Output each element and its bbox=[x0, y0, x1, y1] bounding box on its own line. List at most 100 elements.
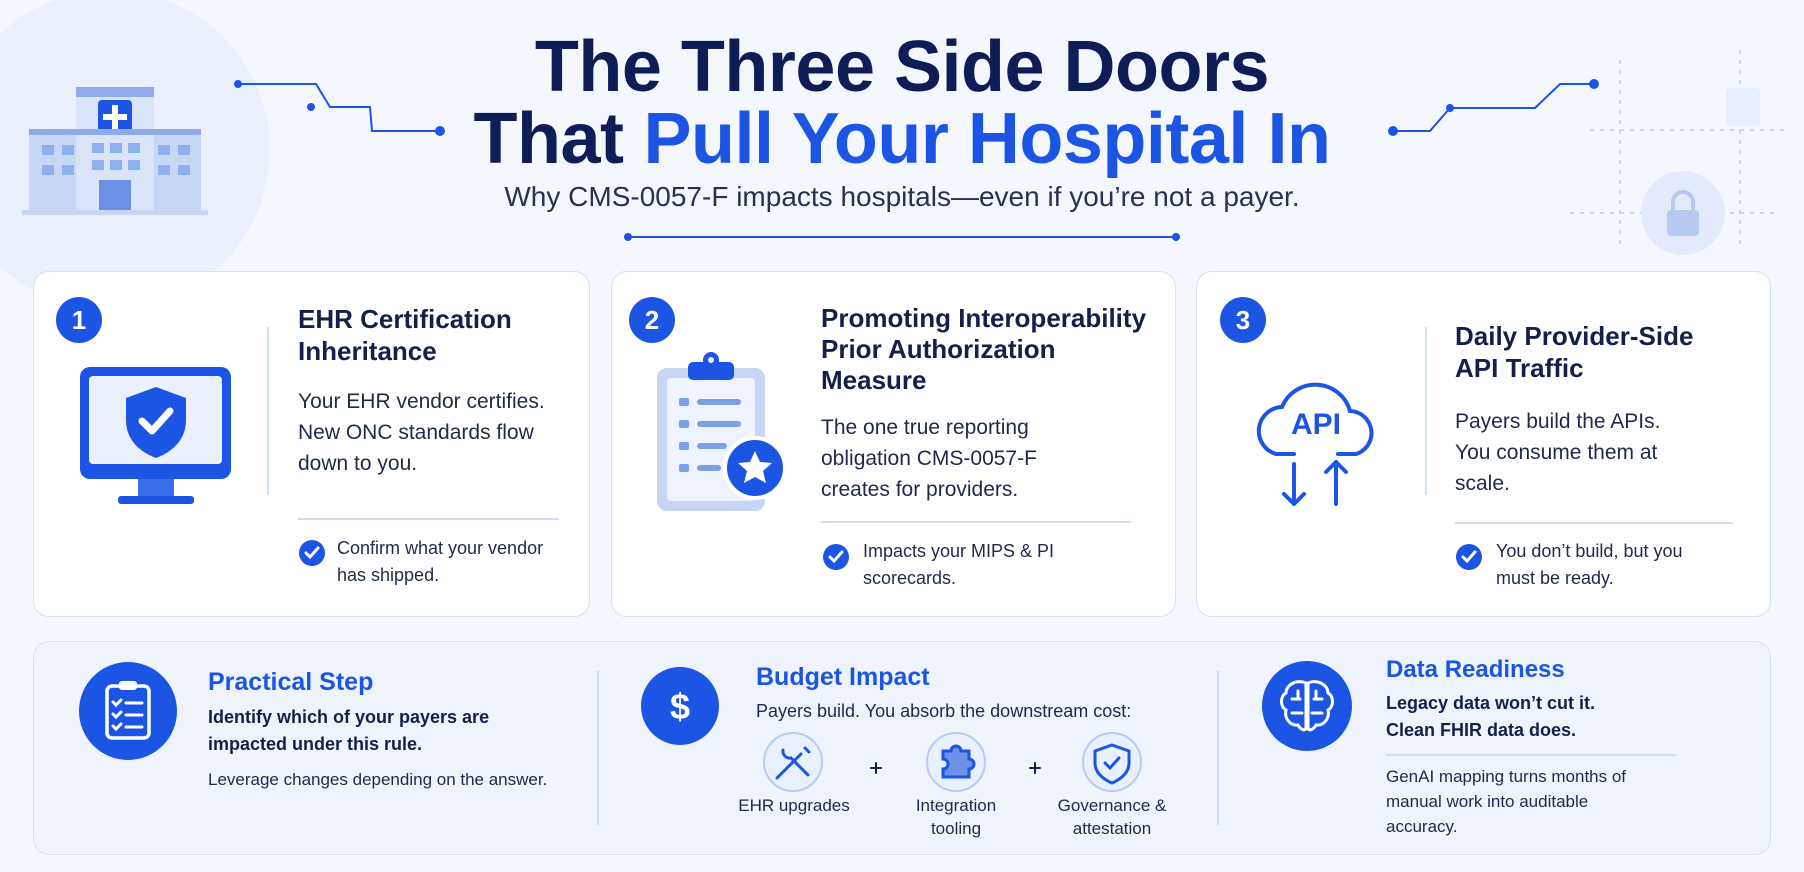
icon-shape bbox=[138, 407, 174, 435]
icon-shape bbox=[738, 451, 772, 483]
icon-shape bbox=[1306, 680, 1334, 732]
title-highlight: Pull Your Hospital In bbox=[643, 99, 1331, 179]
title-line-1: The Three Side Doors bbox=[534, 27, 1270, 107]
budget-item: Governance & attestation bbox=[1037, 794, 1187, 840]
icon-shape bbox=[234, 79, 1599, 241]
icon-shape bbox=[688, 362, 734, 380]
panel-lead: Legacy data won’t cut it. Clean FHIR dat… bbox=[1386, 693, 1596, 740]
icon-shape bbox=[92, 160, 104, 170]
card-number: 1 bbox=[56, 297, 102, 343]
icon-shape bbox=[1393, 83, 1594, 132]
dollar-label: $ bbox=[669, 686, 691, 727]
icon-shape bbox=[1388, 126, 1398, 136]
icon-shape bbox=[1280, 680, 1334, 732]
icon-shape bbox=[624, 233, 632, 241]
icon-shape bbox=[304, 546, 320, 560]
icon-shape bbox=[1667, 210, 1699, 236]
icon-shape bbox=[679, 420, 689, 428]
card-body: The one true reporting obligation CMS-00… bbox=[821, 416, 1037, 501]
icon-shape bbox=[110, 160, 122, 170]
card-note: Impacts your MIPS & PI scorecards. bbox=[863, 541, 1055, 588]
icon-shape bbox=[42, 143, 190, 175]
icon-shape bbox=[1082, 732, 1142, 792]
card-title: Promoting Interoperability Prior Authori… bbox=[821, 303, 1147, 395]
icon-shape bbox=[697, 443, 727, 449]
icon-shape bbox=[1280, 680, 1308, 732]
icon-shape bbox=[679, 442, 689, 450]
icon-shape bbox=[29, 129, 201, 135]
icon-shape bbox=[158, 165, 170, 175]
icon-shape bbox=[238, 83, 440, 132]
budget-icons bbox=[763, 732, 1142, 792]
card-title: Daily Provider-Side API Traffic bbox=[1455, 321, 1694, 383]
icon-shape bbox=[697, 465, 721, 471]
icon-shape bbox=[1172, 233, 1180, 241]
title-lead: That bbox=[473, 99, 624, 179]
panel-lead: Identify which of your payers are impact… bbox=[208, 707, 490, 754]
icon-shape bbox=[1256, 382, 1374, 456]
icon-shape bbox=[42, 145, 54, 155]
divider bbox=[1455, 522, 1733, 524]
card-body: Payers build the APIs. You consume them … bbox=[1455, 410, 1661, 495]
check-icon bbox=[1456, 544, 1482, 570]
icon-shape bbox=[1282, 460, 1348, 506]
icon-shape bbox=[110, 143, 122, 153]
icon-shape bbox=[111, 698, 144, 732]
divider bbox=[1425, 327, 1427, 495]
card-number: 2 bbox=[629, 297, 675, 343]
icon-shape bbox=[178, 165, 190, 175]
check-icon bbox=[299, 540, 325, 566]
icon-shape bbox=[941, 744, 976, 779]
divider bbox=[1386, 754, 1676, 756]
divider bbox=[298, 518, 559, 520]
cloud-icon bbox=[1256, 382, 1374, 506]
icon-shape bbox=[42, 165, 54, 175]
brain-icon bbox=[1262, 661, 1352, 751]
icon-shape bbox=[870, 762, 1041, 774]
icon-shape bbox=[119, 681, 137, 690]
icon-shape bbox=[697, 399, 741, 405]
icon-shape bbox=[1671, 190, 1695, 210]
card-note: You don’t build, but you must be ready. bbox=[1496, 541, 1683, 588]
title-line-2: That Pull Your Hospital In bbox=[0, 99, 1804, 179]
icon-shape bbox=[828, 550, 844, 564]
budget-item-text: Governance & attestation bbox=[1057, 796, 1167, 838]
card-title: EHR Certification Inheritance bbox=[298, 304, 512, 366]
icon-shape bbox=[234, 80, 242, 88]
icon-shape bbox=[79, 662, 177, 760]
icon-shape bbox=[111, 698, 144, 732]
divider bbox=[821, 521, 1131, 523]
divider bbox=[267, 327, 269, 495]
checklist-icon bbox=[79, 662, 177, 760]
icon-shape bbox=[118, 496, 194, 504]
panel-note: Leverage changes depending on the answer… bbox=[208, 770, 548, 789]
icon-shape bbox=[1589, 79, 1599, 89]
icon-shape bbox=[62, 145, 74, 155]
card-note: Confirm what your vendor has shipped. bbox=[337, 538, 544, 585]
icon-shape bbox=[679, 464, 689, 472]
icon-shape bbox=[435, 126, 445, 136]
icon-shape bbox=[641, 667, 719, 745]
icon-shape bbox=[679, 398, 689, 406]
monitor-icon bbox=[80, 367, 231, 504]
card-number: 3 bbox=[1220, 297, 1266, 343]
header-decoration bbox=[0, 0, 1790, 310]
icon-shape bbox=[1093, 743, 1131, 785]
clipboard-icon bbox=[657, 352, 787, 511]
icon-shape bbox=[1446, 104, 1454, 112]
subtitle: Why CMS-0057-F impacts hospitals—even if… bbox=[504, 181, 1300, 212]
divider bbox=[1217, 671, 1219, 825]
icon-shape bbox=[103, 114, 127, 120]
icon-shape bbox=[775, 746, 811, 780]
icon-shape bbox=[22, 210, 208, 215]
icon-shape bbox=[128, 143, 140, 153]
check-icon bbox=[823, 544, 849, 570]
icon-shape bbox=[697, 421, 741, 427]
budget-item: Integration tooling bbox=[881, 794, 1031, 840]
icon-shape bbox=[62, 165, 74, 175]
card-body: Your EHR vendor certifies. New ONC stand… bbox=[298, 390, 545, 475]
icon-shape bbox=[1103, 756, 1121, 771]
budget-item-text: Integration tooling bbox=[915, 796, 997, 838]
